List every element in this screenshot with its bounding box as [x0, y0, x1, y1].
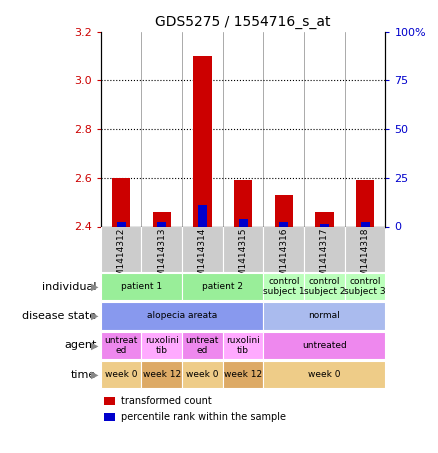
Bar: [198, 205, 207, 226]
Text: week 0: week 0: [308, 371, 341, 379]
Text: alopecia areata: alopecia areata: [147, 312, 217, 320]
Text: week 12: week 12: [143, 371, 181, 379]
Bar: [356, 180, 374, 226]
Text: time: time: [71, 370, 96, 380]
Bar: [315, 212, 334, 226]
Text: patient 2: patient 2: [202, 282, 243, 291]
Text: control
subject 1: control subject 1: [263, 277, 304, 296]
Bar: [117, 222, 126, 226]
FancyBboxPatch shape: [101, 303, 263, 329]
FancyBboxPatch shape: [304, 273, 345, 300]
Text: ▶: ▶: [91, 340, 99, 351]
Text: patient 1: patient 1: [121, 282, 162, 291]
FancyBboxPatch shape: [263, 361, 385, 388]
Text: week 12: week 12: [224, 371, 262, 379]
Bar: [345, 226, 385, 272]
Bar: [157, 222, 166, 226]
FancyBboxPatch shape: [182, 273, 263, 300]
Text: agent: agent: [64, 340, 96, 351]
FancyBboxPatch shape: [141, 332, 182, 359]
Bar: [193, 56, 212, 226]
Text: GSM1414314: GSM1414314: [198, 228, 207, 288]
Bar: [239, 219, 247, 226]
Text: GSM1414315: GSM1414315: [239, 228, 247, 289]
Bar: [360, 222, 370, 226]
FancyBboxPatch shape: [263, 332, 385, 359]
Text: GSM1414312: GSM1414312: [117, 228, 126, 288]
FancyBboxPatch shape: [101, 273, 182, 300]
Bar: [103, 413, 115, 421]
Text: untreat
ed: untreat ed: [186, 336, 219, 355]
Bar: [112, 178, 130, 226]
Text: percentile rank within the sample: percentile rank within the sample: [121, 412, 286, 422]
Bar: [223, 226, 263, 272]
Text: transformed count: transformed count: [121, 396, 212, 406]
Text: ruxolini
tib: ruxolini tib: [145, 336, 179, 355]
Text: ruxolini
tib: ruxolini tib: [226, 336, 260, 355]
Text: week 0: week 0: [186, 371, 219, 379]
FancyBboxPatch shape: [182, 332, 223, 359]
Title: GDS5275 / 1554716_s_at: GDS5275 / 1554716_s_at: [155, 15, 331, 29]
Bar: [152, 212, 171, 226]
FancyBboxPatch shape: [345, 273, 385, 300]
Text: control
subject 3: control subject 3: [344, 277, 386, 296]
Text: control
subject 2: control subject 2: [304, 277, 345, 296]
FancyBboxPatch shape: [263, 273, 304, 300]
Text: untreated: untreated: [302, 341, 347, 350]
Text: GSM1414313: GSM1414313: [157, 228, 166, 289]
FancyBboxPatch shape: [101, 332, 141, 359]
Bar: [234, 180, 252, 226]
Text: untreat
ed: untreat ed: [104, 336, 138, 355]
Text: GSM1414317: GSM1414317: [320, 228, 329, 289]
Bar: [320, 224, 329, 226]
FancyBboxPatch shape: [182, 361, 223, 388]
Bar: [304, 226, 345, 272]
Text: individual: individual: [42, 281, 96, 292]
FancyBboxPatch shape: [223, 332, 263, 359]
Bar: [182, 226, 223, 272]
Text: ▶: ▶: [91, 370, 99, 380]
FancyBboxPatch shape: [141, 361, 182, 388]
Text: normal: normal: [308, 312, 340, 320]
Text: week 0: week 0: [105, 371, 138, 379]
Text: disease state: disease state: [22, 311, 96, 321]
Bar: [279, 222, 288, 226]
Bar: [263, 226, 304, 272]
FancyBboxPatch shape: [101, 361, 141, 388]
Text: ▶: ▶: [91, 281, 99, 292]
FancyBboxPatch shape: [223, 361, 263, 388]
Text: GSM1414316: GSM1414316: [279, 228, 288, 289]
Bar: [103, 397, 115, 405]
Bar: [141, 226, 182, 272]
Bar: [101, 226, 141, 272]
Text: GSM1414318: GSM1414318: [360, 228, 370, 289]
Text: ▶: ▶: [91, 311, 99, 321]
Bar: [275, 195, 293, 226]
FancyBboxPatch shape: [263, 303, 385, 329]
